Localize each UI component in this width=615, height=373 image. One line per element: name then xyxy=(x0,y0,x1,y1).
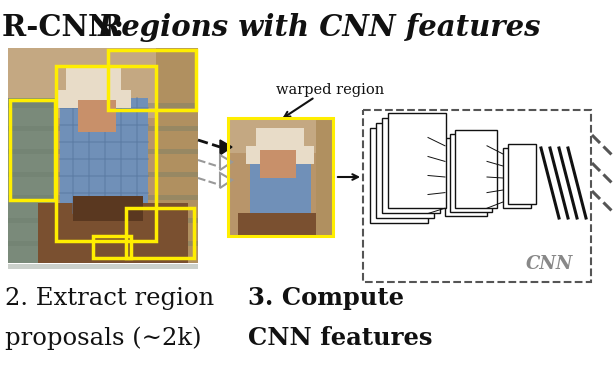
Bar xyxy=(78,100,116,132)
Bar xyxy=(388,113,446,208)
Bar xyxy=(250,156,311,226)
Text: Regions with CNN features: Regions with CNN features xyxy=(98,13,541,43)
Bar xyxy=(56,90,131,108)
Bar xyxy=(316,118,333,236)
Bar xyxy=(38,203,188,263)
Text: 2. Extract region: 2. Extract region xyxy=(5,286,214,310)
Bar xyxy=(10,100,55,200)
Text: CNN: CNN xyxy=(526,255,573,273)
Polygon shape xyxy=(220,140,232,155)
Bar xyxy=(455,130,497,208)
Bar xyxy=(450,134,492,212)
Bar xyxy=(246,146,314,164)
Bar xyxy=(93,236,131,258)
Bar xyxy=(503,148,531,208)
Bar xyxy=(8,218,198,223)
Bar xyxy=(228,118,333,236)
Bar xyxy=(8,126,198,131)
Bar xyxy=(126,208,194,258)
Bar xyxy=(156,48,198,263)
Bar xyxy=(376,123,434,218)
Bar xyxy=(508,144,536,204)
Bar xyxy=(56,66,156,241)
Bar xyxy=(66,68,121,98)
Text: 3. Compute: 3. Compute xyxy=(248,286,404,310)
Text: warped region: warped region xyxy=(276,83,384,97)
Bar xyxy=(363,110,591,282)
Bar xyxy=(73,196,143,221)
Bar xyxy=(256,128,304,154)
Bar xyxy=(60,98,148,213)
Bar xyxy=(8,48,198,118)
Bar xyxy=(8,103,198,108)
Bar xyxy=(382,118,440,213)
Bar xyxy=(8,195,198,200)
Polygon shape xyxy=(220,173,232,188)
Bar xyxy=(8,264,198,269)
Bar xyxy=(8,172,198,177)
Bar xyxy=(8,241,198,246)
Bar xyxy=(260,150,296,178)
Bar xyxy=(8,98,56,263)
Bar xyxy=(228,118,333,236)
Bar xyxy=(108,50,196,110)
Text: CNN features: CNN features xyxy=(248,326,432,350)
Bar xyxy=(445,138,487,216)
Bar xyxy=(370,128,428,223)
Bar xyxy=(8,149,198,154)
Bar xyxy=(228,118,333,153)
Text: proposals (∼2k): proposals (∼2k) xyxy=(5,326,202,350)
Bar xyxy=(238,213,323,236)
Bar xyxy=(8,48,198,263)
Text: R-CNN:: R-CNN: xyxy=(2,13,134,43)
Polygon shape xyxy=(220,155,232,170)
